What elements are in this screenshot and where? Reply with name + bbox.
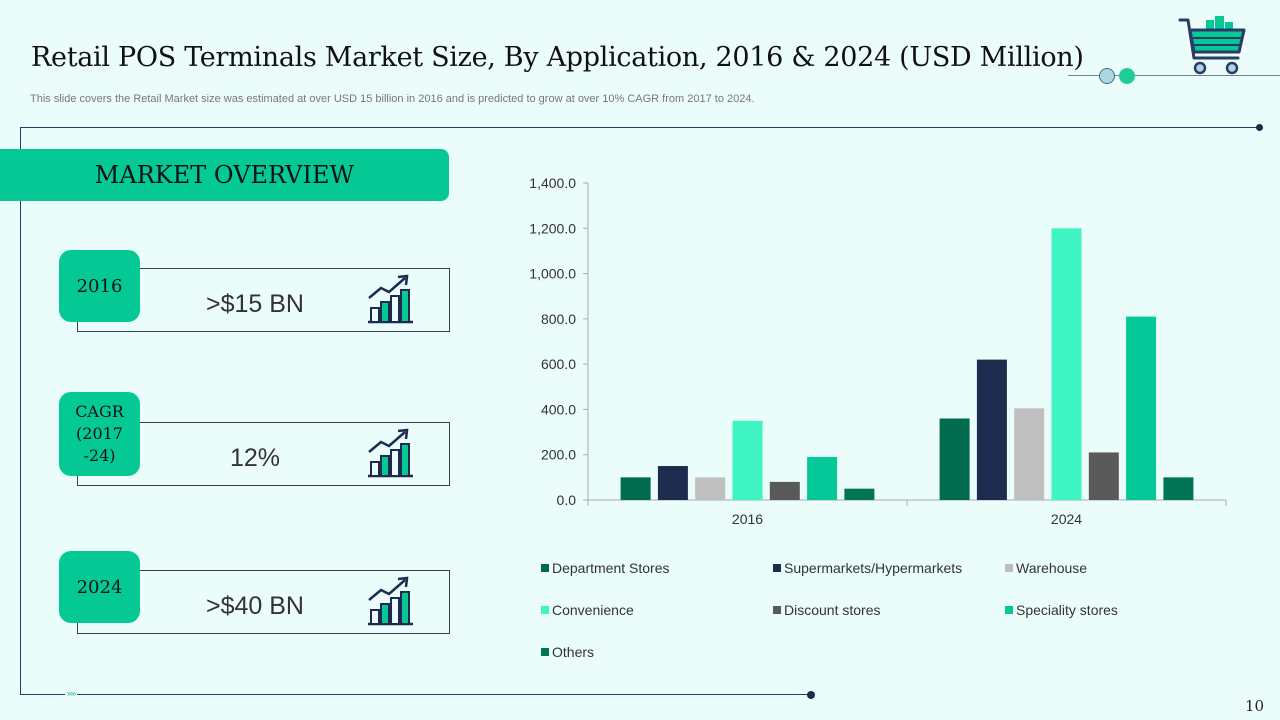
- page-subtitle: This slide covers the Retail Market size…: [30, 93, 755, 105]
- stat-tag-2024: 2024: [59, 551, 140, 623]
- y-tick-label: 1,200.0: [529, 220, 576, 236]
- legend-label: Department Stores: [552, 560, 670, 576]
- market-overview-title: MARKET OVERVIEW: [94, 161, 355, 189]
- legend-swatch: [1005, 606, 1013, 614]
- stat-tag-cagr-line: (2017: [76, 424, 123, 443]
- bar-2024-speciality-stores: [1126, 316, 1157, 500]
- bar-2024-warehouse: [1014, 408, 1045, 500]
- x-tick-label: 2024: [1051, 511, 1082, 527]
- legend-swatch: [773, 606, 781, 614]
- y-tick-label: 800.0: [541, 311, 576, 327]
- decorative-dot: [1099, 68, 1115, 84]
- legend-label: Others: [552, 644, 595, 660]
- x-tick-label: 2016: [732, 511, 763, 527]
- shopping-cart-icon: [1178, 16, 1246, 75]
- legend-item: Discount stores: [773, 602, 880, 618]
- chart-legend: Department Stores Supermarkets/Hypermarke…: [541, 560, 1241, 670]
- y-tick-label: 400.0: [541, 401, 576, 417]
- bar-2024-convenience: [1051, 228, 1082, 500]
- legend-label: Speciality stores: [1016, 602, 1118, 618]
- bar-2024-supermarkets-hypermarkets: [976, 359, 1007, 500]
- market-size-bar-chart: 0.0 200.0 400.0 600.0 800.0 1,000.0 1,200.0 1,4…: [529, 175, 1227, 527]
- bar-2016-supermarkets-hypermarkets: [657, 466, 688, 500]
- bar-2024-discount-stores: [1088, 452, 1119, 500]
- bar-2016-speciality-stores: [807, 456, 838, 500]
- stat-tag-cagr-line: -24): [83, 446, 116, 465]
- y-tick-label: 1,000.0: [529, 266, 576, 282]
- legend-label: Convenience: [552, 602, 634, 618]
- decorative-dot-accent: [1119, 68, 1135, 84]
- legend-label: Discount stores: [784, 602, 881, 618]
- y-tick-label: 0.0: [557, 492, 577, 508]
- stat-tag-cagr: CAGR (2017 -24): [59, 392, 140, 476]
- frame-line-top: [20, 127, 1260, 128]
- legend-item: Supermarkets/Hypermarkets: [773, 560, 962, 576]
- legend-label: Supermarkets/Hypermarkets: [784, 560, 963, 576]
- frame-line-left: [20, 127, 21, 695]
- y-tick-label: 600.0: [541, 356, 576, 372]
- stat-value-2016: >$15 BN: [206, 290, 304, 318]
- growth-chart-icon: [368, 274, 413, 324]
- stat-value-2024: >$40 BN: [206, 592, 304, 620]
- legend-item: Speciality stores: [1005, 602, 1118, 618]
- legend-item: Convenience: [541, 602, 634, 618]
- stat-value-cagr: 12%: [229, 444, 281, 472]
- bar-2016-warehouse: [695, 477, 726, 500]
- legend-item: Others: [541, 644, 594, 660]
- bar-2016-convenience: [732, 420, 763, 500]
- stat-tag-cagr-line: CAGR: [75, 402, 124, 421]
- frame-dot: [807, 691, 815, 699]
- y-tick-label: 1,400.0: [529, 175, 576, 191]
- legend-swatch: [541, 606, 549, 614]
- page-title: Retail POS Terminals Market Size, By App…: [31, 42, 1084, 73]
- legend-item: Department Stores: [541, 560, 670, 576]
- legend-swatch: [773, 564, 781, 572]
- legend-swatch: [1005, 564, 1013, 572]
- header-divider: [1068, 75, 1280, 76]
- chevrons-icon: ›››››: [65, 689, 78, 698]
- page-number: 10: [1245, 697, 1265, 715]
- frame-line-bottom: [20, 694, 810, 695]
- legend-swatch: [541, 648, 549, 656]
- bar-2024-others: [1163, 477, 1194, 500]
- growth-chart-icon: [368, 576, 413, 626]
- frame-dot: [1256, 124, 1263, 131]
- growth-chart-icon: [368, 428, 413, 478]
- bar-2024-department-stores: [939, 418, 970, 500]
- legend-swatch: [541, 564, 549, 572]
- market-overview-banner: MARKET OVERVIEW: [0, 149, 449, 201]
- bar-2016-discount-stores: [769, 481, 800, 500]
- stat-tag-2016: 2016: [59, 250, 140, 322]
- legend-label: Warehouse: [1016, 560, 1088, 576]
- bar-2016-department-stores: [620, 477, 651, 500]
- y-tick-label: 200.0: [541, 447, 576, 463]
- legend-item: Warehouse: [1005, 560, 1087, 576]
- bar-2016-others: [844, 488, 875, 500]
